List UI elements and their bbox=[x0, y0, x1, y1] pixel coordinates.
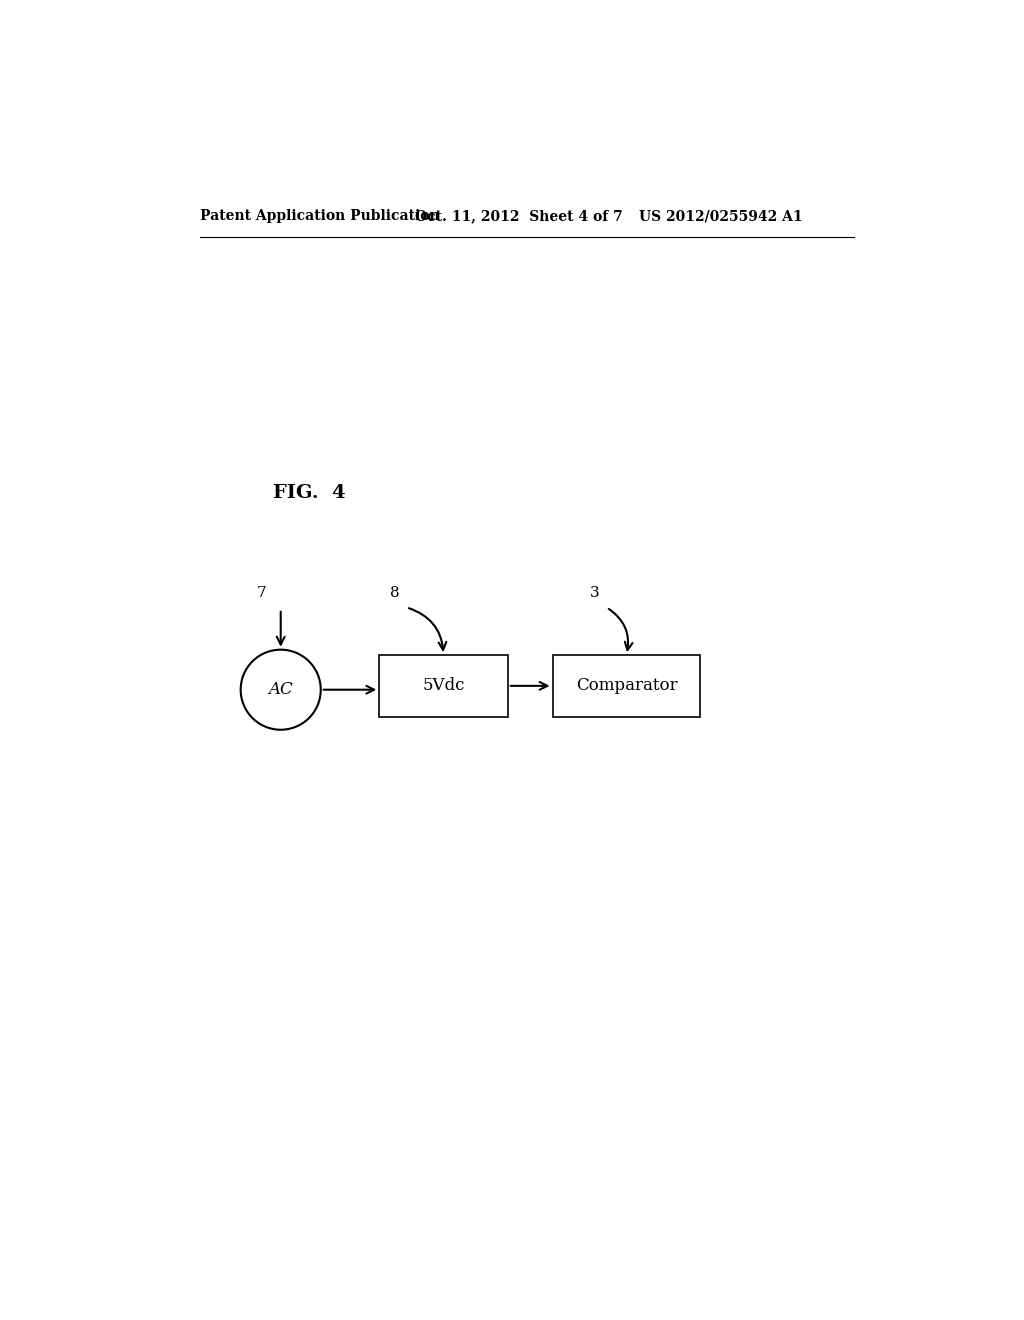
Text: FIG.  4: FIG. 4 bbox=[273, 484, 346, 503]
Text: Oct. 11, 2012  Sheet 4 of 7: Oct. 11, 2012 Sheet 4 of 7 bbox=[416, 209, 624, 223]
Text: Comparator: Comparator bbox=[575, 677, 677, 694]
Text: 3: 3 bbox=[590, 586, 600, 601]
Text: 7: 7 bbox=[257, 586, 266, 601]
Text: AC: AC bbox=[268, 681, 293, 698]
Text: Patent Application Publication: Patent Application Publication bbox=[200, 209, 439, 223]
Text: 8: 8 bbox=[390, 586, 399, 601]
Bar bbox=[553, 655, 700, 717]
Bar bbox=[379, 655, 508, 717]
Text: 5Vdc: 5Vdc bbox=[422, 677, 465, 694]
Text: US 2012/0255942 A1: US 2012/0255942 A1 bbox=[639, 209, 803, 223]
